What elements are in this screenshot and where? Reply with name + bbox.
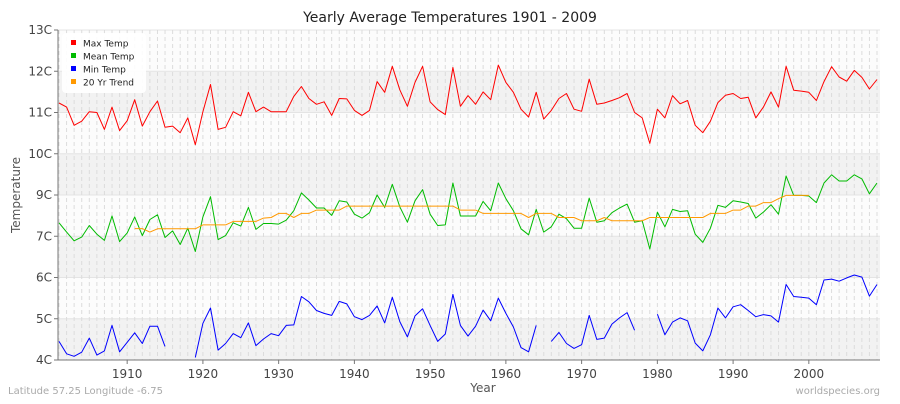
x-tick-label: 1990 bbox=[718, 367, 749, 381]
legend-swatch bbox=[71, 66, 76, 71]
x-tick-label: 1980 bbox=[642, 367, 673, 381]
grid-band bbox=[58, 30, 880, 72]
legend-swatch bbox=[71, 53, 76, 58]
x-tick-label: 1910 bbox=[112, 367, 143, 381]
y-tick-label: 5C bbox=[36, 312, 52, 326]
x-tick-label: 2000 bbox=[794, 367, 825, 381]
y-tick-label: 12C bbox=[28, 64, 52, 78]
x-tick-label: 1930 bbox=[263, 367, 294, 381]
grid-band bbox=[58, 71, 880, 113]
x-tick-label: 1960 bbox=[491, 367, 522, 381]
grid-band bbox=[58, 277, 880, 319]
series-line-20-yr-trend bbox=[134, 194, 809, 233]
y-tick-label: 4C bbox=[36, 353, 52, 367]
legend-label: Mean Temp bbox=[83, 53, 135, 63]
legend: Max Temp Mean Temp Min Temp 20 Yr Trend bbox=[62, 33, 146, 93]
x-axis-label: Year bbox=[469, 381, 495, 395]
legend-label: Min Temp bbox=[83, 66, 126, 76]
grid-band bbox=[58, 153, 880, 195]
series-line-max-temp bbox=[58, 64, 878, 146]
x-tick-label: 1940 bbox=[339, 367, 370, 381]
y-tick-label: 10C bbox=[28, 147, 52, 161]
x-tick-label: 1970 bbox=[566, 367, 597, 381]
legend-box bbox=[62, 33, 146, 93]
grid-band bbox=[58, 112, 880, 154]
x-tick-label: 1920 bbox=[188, 367, 219, 381]
legend-swatch bbox=[71, 40, 76, 45]
y-tick-label: 11C bbox=[28, 106, 52, 120]
series-line-mean-temp bbox=[58, 174, 878, 252]
y-axis-label: Temperature bbox=[9, 157, 23, 234]
legend-label: 20 Yr Trend bbox=[83, 79, 134, 89]
legend-label: Max Temp bbox=[83, 40, 129, 50]
footer-location: Latitude 57.25 Longitude -6.75 bbox=[8, 386, 163, 397]
y-tick-label: 7C bbox=[36, 229, 52, 243]
series-line-min-temp bbox=[58, 274, 878, 358]
chart-title: Yearly Average Temperatures 1901 - 2009 bbox=[302, 10, 597, 26]
x-tick-label: 1950 bbox=[415, 367, 446, 381]
y-tick-label: 9C bbox=[36, 188, 52, 202]
footer-source: worldspecies.org bbox=[796, 386, 880, 397]
y-tick-label: 6C bbox=[36, 271, 52, 285]
legend-swatch bbox=[71, 79, 76, 84]
grid-band bbox=[58, 318, 880, 360]
y-tick-label: 13C bbox=[28, 23, 52, 37]
